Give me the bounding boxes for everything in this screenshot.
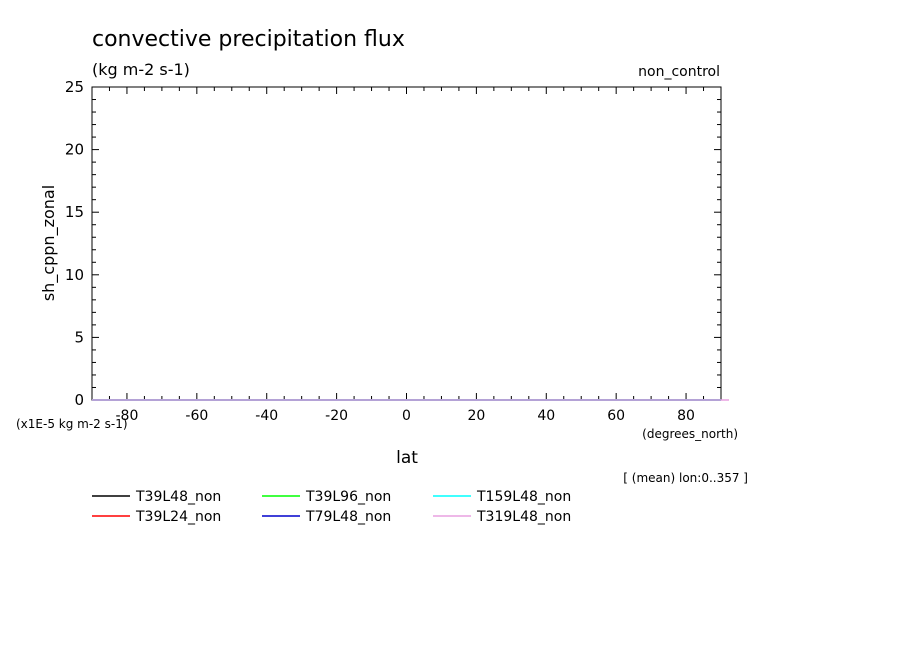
y-axis-label: sh_cppn_zonal bbox=[39, 185, 59, 301]
x-tick-label: 60 bbox=[607, 408, 625, 424]
legend-item: T39L96_non bbox=[262, 489, 391, 505]
legend-label: T79L48_non bbox=[305, 509, 391, 525]
y-tick-label: 10 bbox=[65, 266, 84, 284]
x-tick-label: 0 bbox=[402, 408, 411, 424]
legend-item: T319L48_non bbox=[433, 509, 571, 525]
footnote: [ (mean) lon:0..357 ] bbox=[623, 471, 748, 485]
legend-label: T319L48_non bbox=[476, 509, 571, 525]
legend-item: T39L48_non bbox=[92, 489, 221, 505]
y-tick-label: 5 bbox=[74, 328, 84, 346]
axis-ticks bbox=[91, 86, 722, 401]
y-tick-label: 20 bbox=[65, 141, 84, 159]
legend-label: T39L48_non bbox=[135, 489, 221, 505]
x-tick-label: 20 bbox=[467, 408, 485, 424]
legend-label: T39L96_non bbox=[305, 489, 391, 505]
legend-label: T159L48_non bbox=[476, 489, 571, 505]
legend-item: T159L48_non bbox=[433, 489, 571, 505]
y-scale-note: (x1E-5 kg m-2 s-1) bbox=[16, 417, 128, 431]
x-tick-label: 40 bbox=[537, 408, 555, 424]
x-tick-labels: -80 -60 -40 -20 0 20 40 60 80 bbox=[116, 408, 695, 424]
y-tick-labels: 0 5 10 15 20 25 bbox=[65, 78, 84, 409]
x-axis-units: (degrees_north) bbox=[642, 427, 738, 441]
x-tick-label: -20 bbox=[325, 408, 348, 424]
plot-frame bbox=[91, 86, 722, 401]
y-tick-label: 25 bbox=[65, 78, 84, 96]
chart-title: convective precipitation flux bbox=[92, 27, 405, 52]
x-tick-label: -80 bbox=[116, 408, 139, 424]
legend: T39L48_non T39L24_non T39L96_non T79L48_non… bbox=[92, 489, 571, 525]
legend-label: T39L24_non bbox=[135, 509, 221, 525]
corner-label: non_control bbox=[638, 64, 720, 80]
y-tick-label: 15 bbox=[65, 203, 84, 221]
x-tick-label: -60 bbox=[185, 408, 208, 424]
x-tick-label: 80 bbox=[677, 408, 695, 424]
x-axis-label: lat bbox=[396, 448, 418, 468]
y-tick-label: 0 bbox=[74, 391, 84, 409]
legend-item: T79L48_non bbox=[262, 509, 391, 525]
x-tick-label: -40 bbox=[255, 408, 278, 424]
chart-subtitle: (kg m-2 s-1) bbox=[92, 60, 190, 79]
legend-item: T39L24_non bbox=[92, 509, 221, 525]
